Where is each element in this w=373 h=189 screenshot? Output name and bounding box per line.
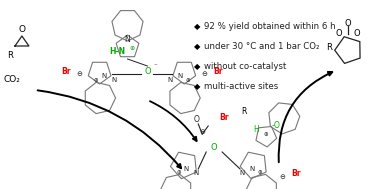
Text: O: O — [211, 143, 217, 153]
Text: ⊖: ⊖ — [279, 174, 285, 180]
Text: R: R — [7, 51, 13, 60]
Text: ◆: ◆ — [194, 82, 200, 91]
Text: ⊕: ⊕ — [176, 170, 181, 176]
Text: ⊖: ⊖ — [201, 71, 207, 77]
Text: Br: Br — [219, 114, 229, 122]
Text: O: O — [144, 67, 151, 77]
Text: H: H — [253, 125, 259, 135]
Text: N: N — [250, 166, 255, 172]
Text: Br: Br — [213, 67, 223, 77]
Text: ⊖: ⊖ — [199, 129, 205, 135]
Text: ◆: ◆ — [194, 22, 200, 31]
Text: ⁻: ⁻ — [154, 63, 157, 69]
Text: O: O — [193, 115, 199, 125]
Text: N: N — [125, 35, 131, 43]
Text: ⊕: ⊕ — [130, 46, 135, 51]
Text: H-N: H-N — [110, 47, 126, 57]
Text: O: O — [335, 29, 342, 39]
Text: ⊕: ⊕ — [93, 77, 98, 83]
Text: multi-active sites: multi-active sites — [204, 82, 279, 91]
Text: -O: -O — [272, 122, 280, 130]
Text: ⊕: ⊕ — [186, 77, 191, 83]
Text: ⊕: ⊕ — [258, 170, 262, 176]
Text: CO₂: CO₂ — [3, 75, 21, 84]
Text: ⊕: ⊕ — [264, 132, 268, 138]
Text: N: N — [101, 73, 106, 79]
Text: Br: Br — [61, 67, 70, 77]
Text: without co-catalyst: without co-catalyst — [204, 62, 286, 71]
Text: Br: Br — [291, 169, 301, 177]
Text: under 30 °C and 1 bar CO₂: under 30 °C and 1 bar CO₂ — [204, 42, 320, 51]
Text: O: O — [353, 29, 360, 39]
Text: N: N — [178, 73, 183, 79]
Text: 92 % yield obtained within 6 h: 92 % yield obtained within 6 h — [204, 22, 336, 31]
Text: ⊖: ⊖ — [77, 71, 83, 77]
Text: N: N — [184, 166, 189, 172]
Text: N: N — [111, 77, 116, 83]
Text: R: R — [241, 108, 247, 116]
Text: N: N — [194, 170, 199, 176]
Text: N: N — [168, 77, 173, 83]
Text: O: O — [344, 19, 351, 29]
Text: R: R — [326, 43, 332, 53]
Text: N: N — [239, 170, 245, 176]
Text: ◆: ◆ — [194, 42, 200, 51]
Text: ◆: ◆ — [194, 62, 200, 71]
Text: O: O — [18, 26, 25, 35]
